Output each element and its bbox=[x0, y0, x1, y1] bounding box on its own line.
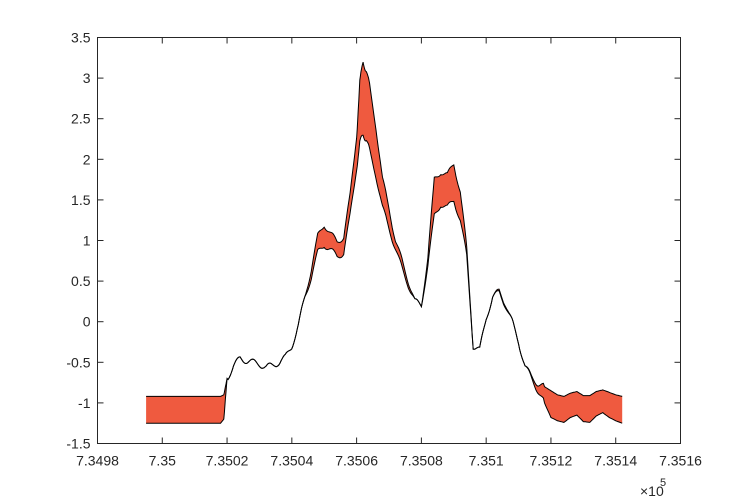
x-tick-label: 7.3506 bbox=[335, 453, 378, 469]
y-tick-label: 1 bbox=[83, 233, 91, 249]
x-tick-label: 7.3516 bbox=[659, 453, 702, 469]
x-exponent-power: 5 bbox=[660, 477, 666, 489]
y-tick-label: -0.5 bbox=[66, 354, 90, 370]
y-tick-label: 3 bbox=[83, 70, 91, 86]
series-line-upper bbox=[146, 61, 623, 397]
x-tick-label: 7.35 bbox=[149, 453, 176, 469]
x-tick-label: 7.351 bbox=[469, 453, 504, 469]
plot-layer bbox=[146, 61, 623, 424]
x-tick-label: 7.3498 bbox=[76, 453, 119, 469]
x-axis: 7.3498 7.35 7.3502 7.3504 7.3506 7.3508 7.351 7… bbox=[76, 37, 702, 469]
filled-band bbox=[146, 62, 623, 424]
y-tick-label: 3.5 bbox=[71, 30, 91, 46]
x-tick-label: 7.3502 bbox=[206, 453, 249, 469]
y-tick-label: 1.5 bbox=[71, 192, 91, 208]
x-exponent-label: ×10 bbox=[640, 483, 664, 499]
x-tick-label: 7.3512 bbox=[530, 453, 573, 469]
y-tick-label: 0 bbox=[83, 314, 91, 330]
x-tick-label: 7.3508 bbox=[400, 453, 443, 469]
y-tick-label: 2.5 bbox=[71, 111, 91, 127]
x-tick-label: 7.3514 bbox=[594, 453, 637, 469]
y-tick-label: -1 bbox=[78, 395, 91, 411]
x-tick-label: 7.3504 bbox=[270, 453, 313, 469]
y-tick-label: 0.5 bbox=[71, 273, 91, 289]
axes-box bbox=[97, 37, 681, 444]
y-tick-label: 2 bbox=[83, 151, 91, 167]
y-tick-label: -1.5 bbox=[66, 436, 90, 452]
series-line-lower bbox=[146, 134, 623, 424]
y-axis: -1.5 -1 -0.5 0 0.5 1 1.5 2 2.5 3 3.5 bbox=[66, 30, 681, 452]
